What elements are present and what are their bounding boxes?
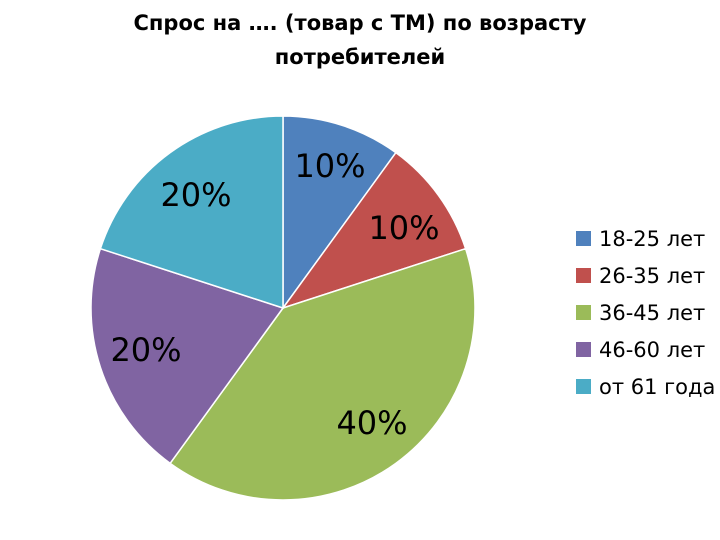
pie-slice-36-45 [169,247,476,501]
chart-title-line-1: Спрос на …. (товар с ТМ) по возрасту [133,11,587,35]
pie-slices [90,115,476,501]
chart-title: Спрос на …. (товар с ТМ) по возрасту пот… [80,6,640,74]
pie-data-labels: 10%10% 40% 20% 20% [110,147,439,442]
pie-slice-18-25 [282,115,397,311]
legend-swatch-46-60 [576,342,591,357]
data-label-26-35: 10% [368,209,439,247]
legend-label-61-plus: от 61 года [599,374,716,399]
legend-item-18-25: 18-25 лет [576,220,715,257]
data-label-46-60: 20% [110,331,181,369]
pie-slice-61-plus [99,115,284,310]
pie-slice-46-60 [90,247,285,465]
data-label-18-25: 10% [294,147,365,185]
chart-title-line-2: потребителей [274,45,446,69]
pie-slice-26-35 [281,151,467,310]
legend-swatch-61-plus [576,379,591,394]
legend: 18-25 лет 26-35 лет 36-45 лет 46-60 лет … [576,220,715,405]
legend-swatch-18-25 [576,231,591,246]
legend-item-61-plus: от 61 года [576,368,715,405]
legend-label-36-45: 36-45 лет [599,300,706,325]
legend-swatch-26-35 [576,268,591,283]
legend-label-26-35: 26-35 лет [599,263,706,288]
data-label-36-45: 40% [336,404,407,442]
legend-item-26-35: 26-35 лет [576,257,715,294]
legend-label-46-60: 46-60 лет [599,337,706,362]
legend-swatch-36-45 [576,305,591,320]
legend-item-36-45: 36-45 лет [576,294,715,331]
legend-label-18-25: 18-25 лет [599,226,706,251]
legend-item-46-60: 46-60 лет [576,331,715,368]
data-label-61-plus: 20% [160,176,231,214]
